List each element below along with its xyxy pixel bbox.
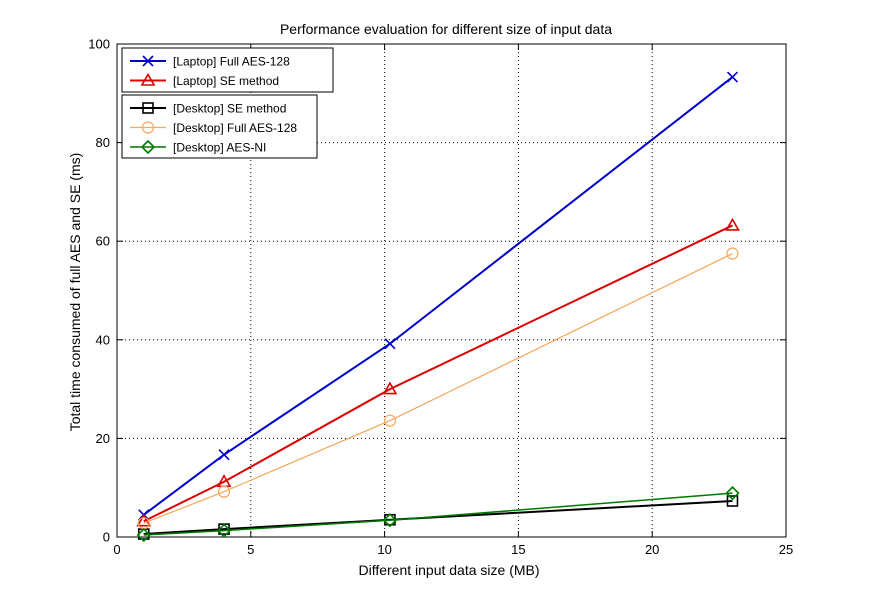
plot-area [116, 43, 787, 538]
x-tick-label: 20 [645, 542, 659, 557]
chart-title: Performance evaluation for different siz… [280, 21, 612, 37]
legend-layer: [Laptop] Full AES-128[Laptop] SE method[… [121, 47, 334, 159]
x-tick-label: 10 [377, 542, 391, 557]
legend-label: [Laptop] SE method [173, 74, 279, 88]
legend-marker [141, 121, 155, 134]
data-point [216, 523, 232, 538]
marker-stroke [384, 338, 396, 350]
x-tick-label: 5 [247, 542, 254, 557]
series-line [143, 76, 734, 516]
y-tick-label: 20 [96, 431, 110, 446]
series-layer [136, 71, 740, 543]
marker-stroke [218, 449, 230, 461]
data-point [383, 414, 397, 427]
data-point [136, 527, 151, 543]
series-1 [136, 217, 740, 527]
data-point [726, 247, 739, 260]
data-point [726, 71, 739, 83]
data-point [384, 338, 396, 350]
data-point [382, 381, 398, 395]
series-line [143, 492, 733, 536]
series-line [143, 224, 733, 523]
legend-marker [142, 102, 154, 114]
legend-item: [Desktop] AES-NI [130, 139, 266, 155]
legend-label: [Desktop] SE method [173, 102, 286, 116]
legend-item: [Desktop] Full AES-128 [130, 121, 297, 135]
axis-ticks: 0 5 10 15 20 25 0 20 40 60 80 100 [88, 37, 793, 558]
legend-marker [140, 72, 156, 86]
legend-label: [Laptop] Full AES-128 [173, 55, 290, 69]
series-line [143, 252, 733, 524]
y-axis-label: Total time consumed of full AES and SE (… [67, 153, 83, 432]
legend-item: [Laptop] SE method [130, 72, 279, 88]
legend-frame [121, 47, 334, 93]
series-line [143, 500, 733, 536]
data-point [382, 513, 398, 528]
y-tick-label: 80 [96, 135, 110, 150]
legend-item: [Laptop] Full AES-128 [130, 55, 290, 69]
y-tick-label: 0 [103, 530, 110, 545]
marker-stroke [726, 71, 739, 83]
legend-box: [Desktop] SE method [Desktop] Full AES-12… [121, 94, 318, 159]
legend-marker [140, 139, 156, 155]
legend-marker [142, 55, 154, 67]
x-tick-label: 15 [511, 542, 525, 557]
x-tick-label: 25 [779, 542, 793, 557]
legend-label: [Desktop] Full AES-128 [173, 121, 297, 135]
data-point [218, 449, 230, 461]
data-point [725, 485, 740, 501]
data-point [136, 513, 152, 527]
y-tick-label: 100 [88, 37, 110, 52]
data-point [725, 217, 740, 231]
series-3 [137, 247, 739, 530]
x-axis-label: Different input data size (MB) [358, 562, 539, 578]
legend-item: [Desktop] SE method [130, 102, 286, 116]
data-point [217, 485, 231, 498]
data-point [726, 495, 739, 507]
y-tick-label: 60 [96, 234, 110, 249]
x-tick-label: 0 [113, 542, 120, 557]
legend-box: [Laptop] Full AES-128 [Laptop] SE method [121, 47, 334, 93]
y-tick-label: 40 [96, 332, 110, 347]
marker-stroke [142, 55, 154, 67]
legend-label: [Desktop] AES-NI [173, 141, 266, 155]
series-4 [136, 485, 740, 543]
